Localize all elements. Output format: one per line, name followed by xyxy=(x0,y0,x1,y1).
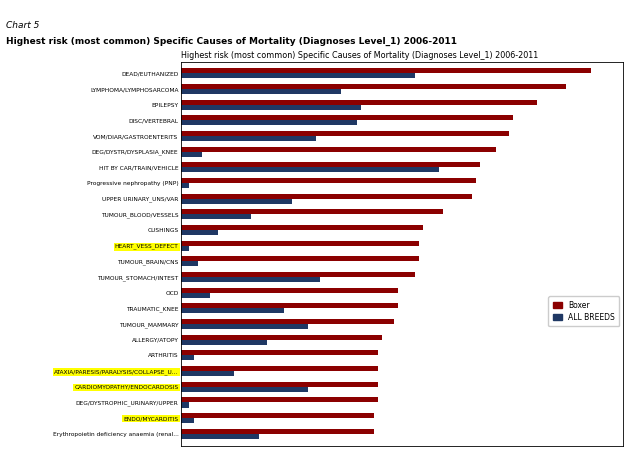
Bar xyxy=(181,225,423,230)
Text: Djurförsäkr: Djurförsäkr xyxy=(536,42,574,48)
Bar xyxy=(181,288,398,293)
Bar xyxy=(181,261,198,266)
Bar xyxy=(181,214,251,219)
Text: Highest risk (most common) Specific Causes of Mortality (Diagnoses Level_1) 2006: Highest risk (most common) Specific Caus… xyxy=(181,51,539,59)
Bar xyxy=(181,84,566,89)
Bar xyxy=(181,356,193,361)
Bar xyxy=(181,167,439,172)
Bar xyxy=(181,308,284,314)
Bar xyxy=(181,277,321,282)
Bar xyxy=(181,121,357,126)
Bar xyxy=(181,100,537,105)
Bar xyxy=(181,387,308,392)
Bar xyxy=(181,403,190,408)
Bar xyxy=(181,272,415,277)
Bar xyxy=(181,89,341,94)
Bar xyxy=(181,116,513,121)
Bar xyxy=(181,398,378,403)
Bar xyxy=(181,136,316,141)
Bar xyxy=(181,241,418,246)
Bar xyxy=(181,162,480,167)
Bar xyxy=(181,351,378,356)
Text: Ägria: Ägria xyxy=(534,13,576,30)
Bar xyxy=(181,183,190,188)
Bar xyxy=(181,131,509,136)
Bar xyxy=(181,152,202,157)
Bar xyxy=(181,293,210,298)
Bar xyxy=(181,335,382,340)
Bar xyxy=(181,74,415,79)
Bar xyxy=(181,246,190,251)
Bar xyxy=(181,230,218,235)
Bar xyxy=(181,194,472,199)
Legend: Boxer, ALL BREEDS: Boxer, ALL BREEDS xyxy=(548,296,619,326)
Bar xyxy=(181,147,497,152)
Bar xyxy=(181,178,476,183)
Bar xyxy=(181,413,373,418)
Bar xyxy=(181,418,193,423)
Bar xyxy=(181,256,418,261)
Bar xyxy=(181,303,398,308)
Bar xyxy=(181,319,394,324)
Bar xyxy=(181,366,378,371)
Bar xyxy=(181,69,591,74)
Bar xyxy=(181,434,259,439)
Bar xyxy=(181,382,378,387)
Bar xyxy=(181,324,308,329)
Bar xyxy=(181,371,235,376)
Bar xyxy=(181,105,361,110)
Text: Chart 5: Chart 5 xyxy=(6,21,39,30)
Bar xyxy=(181,340,267,345)
Text: Highest risk (most common) Specific Causes of Mortality (Diagnoses Level_1) 2006: Highest risk (most common) Specific Caus… xyxy=(6,37,457,46)
Bar xyxy=(181,429,373,434)
Bar xyxy=(181,199,292,204)
Bar xyxy=(181,209,443,214)
